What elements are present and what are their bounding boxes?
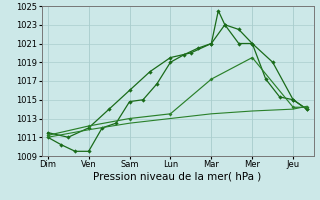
X-axis label: Pression niveau de la mer( hPa ): Pression niveau de la mer( hPa ) xyxy=(93,172,262,182)
